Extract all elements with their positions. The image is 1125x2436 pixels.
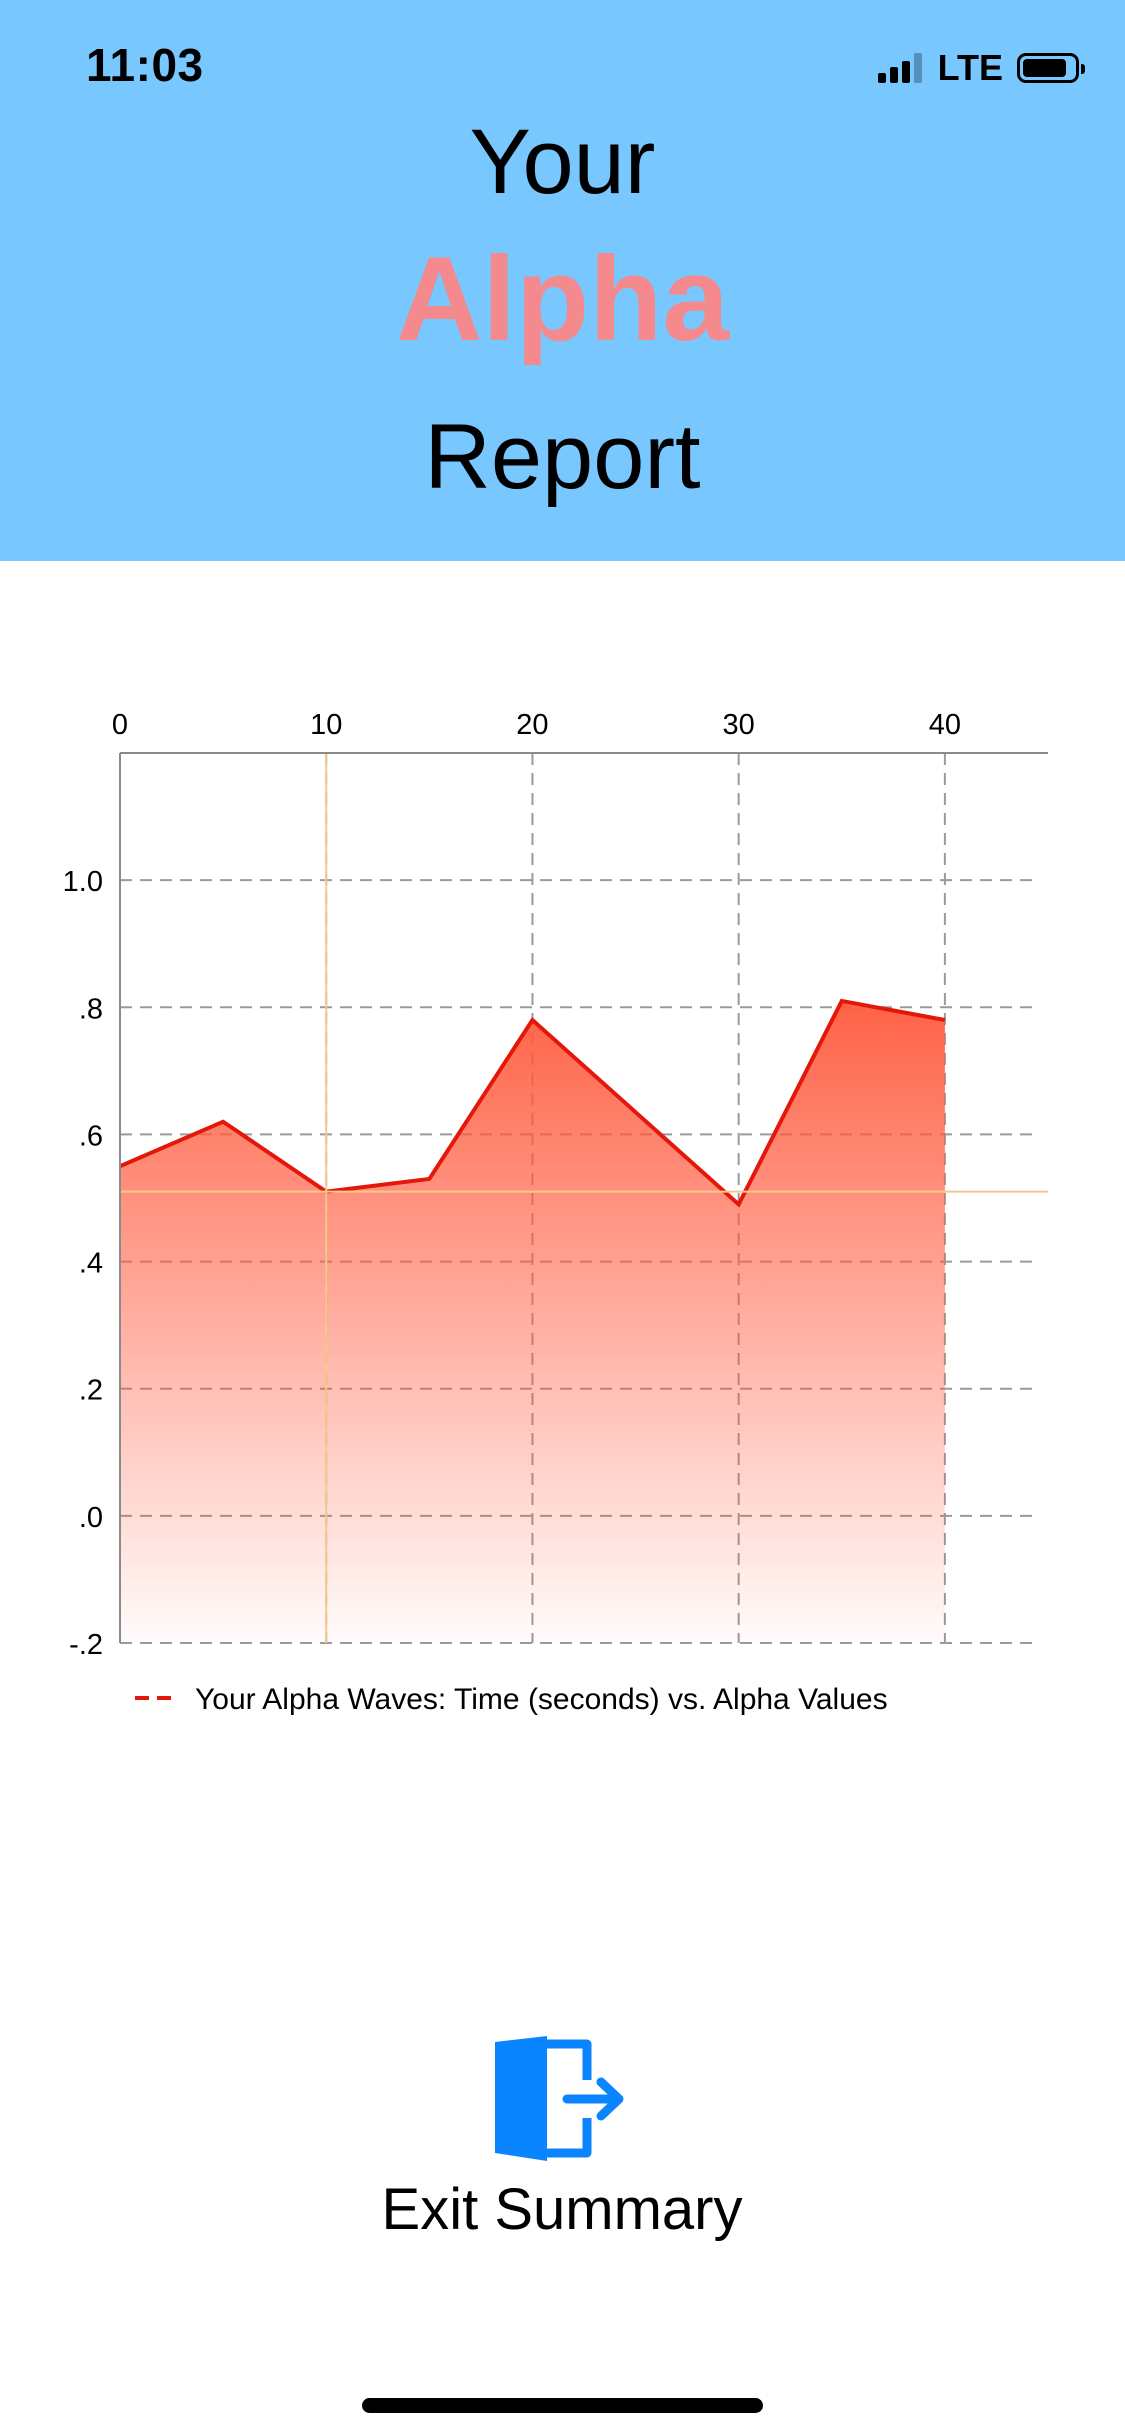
- door-exit-icon: [495, 2036, 624, 2161]
- signal-bar: [889, 67, 898, 83]
- network-type: LTE: [937, 47, 1003, 88]
- x-tick-label: 0: [112, 709, 128, 741]
- signal-bar: [901, 61, 910, 83]
- x-tick-label: 20: [516, 709, 548, 741]
- exit-summary-button[interactable]: Exit Summary: [362, 2030, 762, 2260]
- battery-level: [1023, 59, 1066, 77]
- x-tick-label: 40: [929, 709, 961, 741]
- status-time: 11:03: [86, 39, 204, 91]
- y-tick-label: .6: [79, 1120, 103, 1152]
- exit-summary-label: Exit Summary: [381, 2177, 743, 2242]
- alpha-wave-chart: 1.0 .8 .6 .4 .2 .0 -.2 0 10 20 30 40 Your Alpha Wav…: [63, 709, 1048, 1716]
- signal-bar: [913, 53, 922, 83]
- series-area: [120, 1000, 945, 1643]
- status-indicators: LTE: [877, 47, 1085, 88]
- report-header: 11:03 LTE Your Alpha Report: [0, 0, 1125, 561]
- y-tick-label: -.2: [69, 1629, 103, 1661]
- battery-icon: [1017, 53, 1085, 83]
- y-tick-label: 1.0: [63, 866, 103, 898]
- title-your: Your: [469, 111, 656, 213]
- cellular-signal-icon: [877, 53, 926, 83]
- title-report: Report: [424, 406, 701, 508]
- y-tick-label: .8: [79, 993, 103, 1025]
- y-tick-label: .2: [79, 1375, 103, 1407]
- y-tick-label: .4: [79, 1248, 103, 1280]
- home-indicator[interactable]: [362, 2398, 763, 2413]
- y-tick-label: .0: [79, 1502, 103, 1534]
- x-tick-label: 10: [310, 709, 342, 741]
- x-tick-label: 30: [723, 709, 755, 741]
- legend-label: Your Alpha Waves: Time (seconds) vs. Alp…: [195, 1683, 888, 1716]
- title-alpha: Alpha: [395, 232, 730, 366]
- chart-legend: Your Alpha Waves: Time (seconds) vs. Alp…: [135, 1683, 888, 1716]
- signal-bar: [877, 73, 886, 83]
